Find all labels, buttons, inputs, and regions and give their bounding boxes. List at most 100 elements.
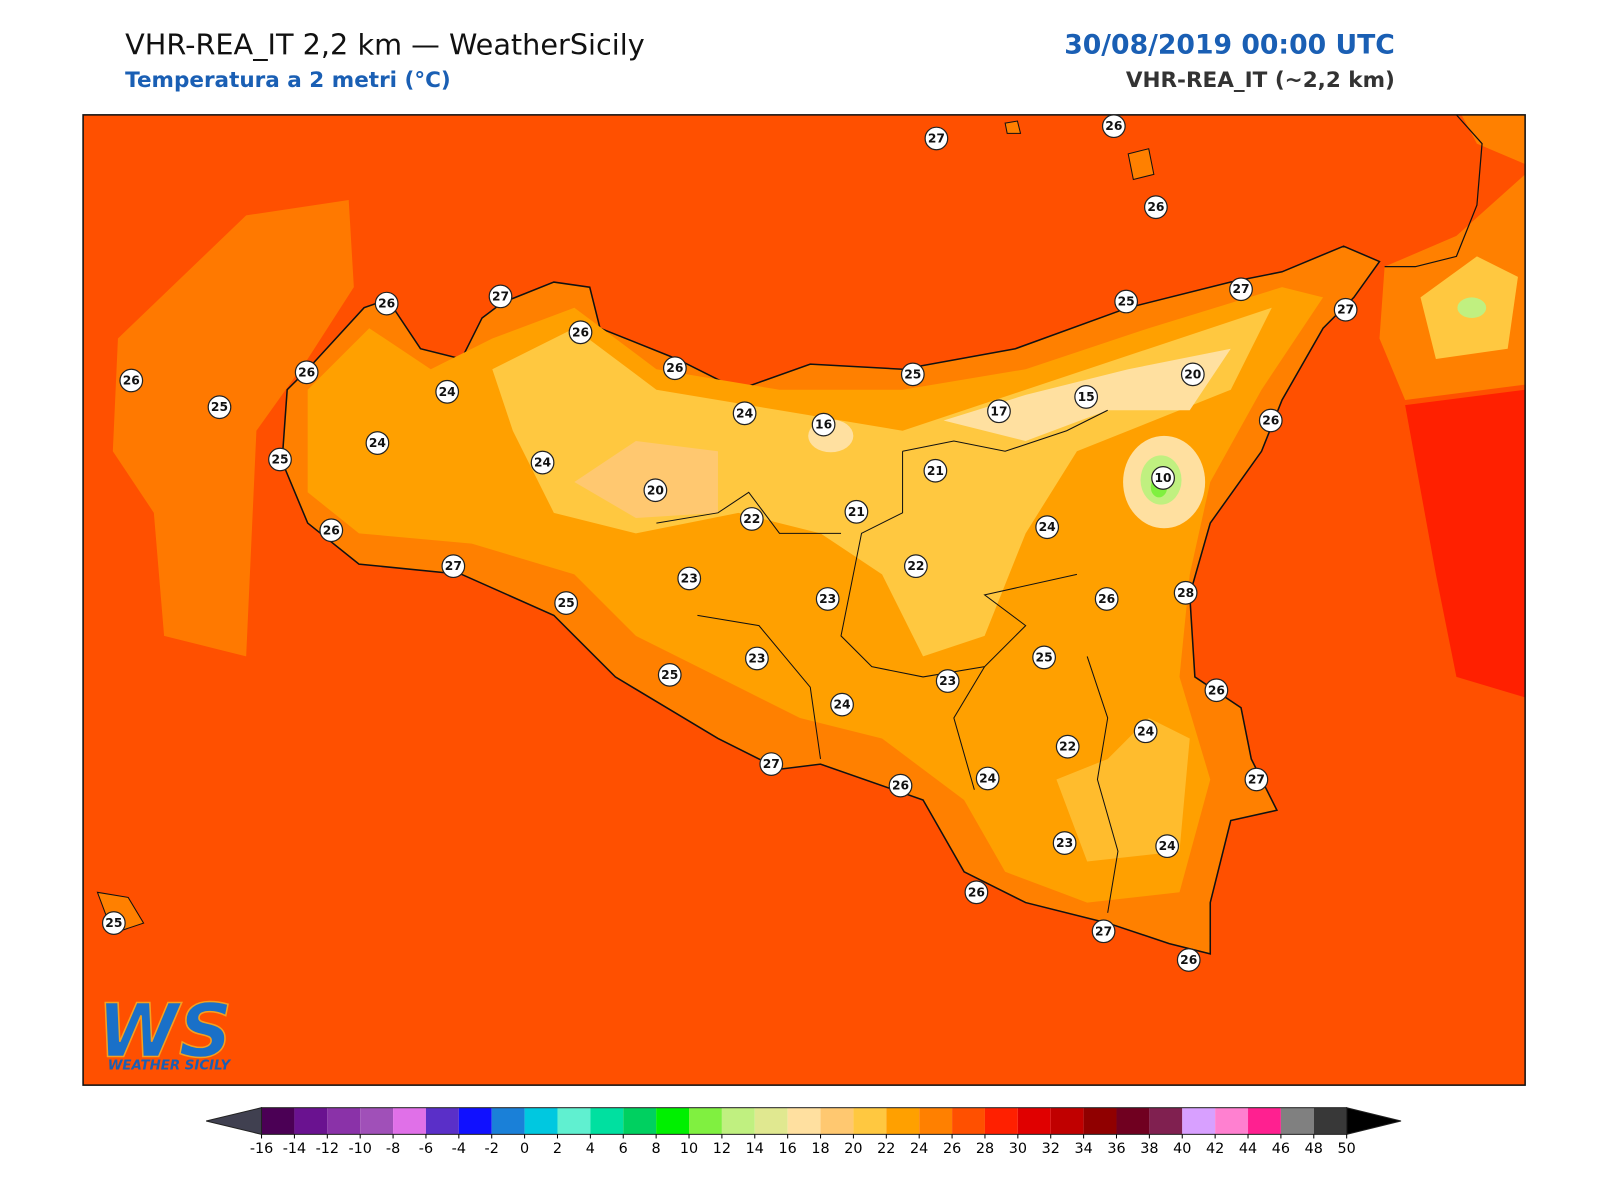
station-value: 26 [892, 779, 909, 793]
station: 25 [554, 591, 579, 615]
station: 26 [1101, 114, 1126, 139]
station-value: 27 [1248, 772, 1265, 786]
station: 23 [935, 669, 960, 693]
station: 25 [900, 362, 925, 387]
station: 20 [1180, 362, 1205, 387]
station: 16 [811, 412, 836, 437]
colorbar-bin [425, 1107, 459, 1135]
station: 17 [987, 399, 1011, 424]
station-marker [488, 284, 513, 309]
station-value: 25 [105, 916, 122, 930]
station-marker [554, 591, 579, 615]
colorbar-bin [557, 1107, 591, 1135]
subtitle: Temperatura a 2 metri (°C) [125, 68, 451, 93]
station: 24 [365, 431, 390, 455]
station-value: 26 [968, 885, 985, 899]
colorbar-bin [1083, 1107, 1117, 1135]
station-marker [319, 518, 344, 543]
station-marker [815, 587, 840, 611]
station-marker [1032, 645, 1056, 670]
station-marker [530, 450, 555, 475]
station-marker [1155, 834, 1180, 859]
colorbar-tick-label: 20 [844, 1141, 862, 1157]
colorbar: -16 -14 -12 -10 -8 -6 -4 -2 0 2 4 6 8 10 12 14 16 18 20 22 2… [206, 1107, 1402, 1157]
station-marker [745, 646, 769, 671]
colorbar-bin [656, 1107, 690, 1135]
station-value: 24 [833, 698, 850, 712]
colorbar-bin [820, 1107, 854, 1135]
station-marker [1144, 195, 1168, 220]
station: 26 [319, 518, 344, 543]
station-marker [1173, 580, 1198, 605]
station: 24 [1155, 834, 1180, 859]
station: 25 [101, 911, 126, 935]
colorbar-tick-label: 2 [553, 1141, 562, 1157]
station-marker [268, 447, 292, 472]
colorbar-tick-label: 14 [746, 1141, 764, 1157]
colorbar-outline [261, 1107, 1348, 1135]
station-value: 21 [927, 464, 944, 478]
station-marker [1101, 114, 1126, 139]
station-value: 26 [666, 361, 683, 375]
station-value: 26 [323, 523, 340, 537]
station: 24 [1133, 719, 1158, 744]
station: 26 [1258, 408, 1283, 433]
colorbar-over [1346, 1107, 1402, 1136]
colorbar-tick-label: -4 [452, 1141, 466, 1157]
colorbar-bin [984, 1107, 1018, 1135]
station-marker [1114, 289, 1139, 314]
station-value: 22 [1059, 740, 1076, 754]
frame [82, 114, 1526, 1086]
station-value: 27 [445, 559, 462, 573]
station: 25 [207, 395, 232, 420]
station-marker [1229, 277, 1253, 302]
colorbar-bin [294, 1107, 328, 1135]
colorbar-bin [360, 1107, 394, 1135]
logo-caption: WEATHER SICILY [108, 1059, 232, 1074]
station-marker [207, 395, 232, 420]
station-value: 23 [939, 674, 956, 688]
station: 26 [888, 773, 913, 798]
station: 24 [830, 692, 854, 717]
station: 27 [1229, 277, 1253, 302]
station-value: 22 [907, 559, 924, 573]
station-value: 23 [681, 571, 698, 585]
colorbar-bin [491, 1107, 525, 1135]
station-marker [294, 360, 319, 385]
colorbar-bin [1017, 1107, 1051, 1135]
colorbar-bin [721, 1107, 755, 1135]
station-marker [811, 412, 836, 437]
station: 26 [294, 360, 319, 385]
station: 25 [1114, 289, 1139, 314]
station-value: 27 [1232, 282, 1249, 296]
colorbar-tick-label: 34 [1074, 1141, 1092, 1157]
station: 26 [119, 368, 144, 393]
colorbar-bin [1050, 1107, 1084, 1135]
station-value: 24 [1137, 724, 1154, 738]
station-marker [1133, 719, 1158, 744]
colorbar-tick-label: 18 [811, 1141, 829, 1157]
station-value: 26 [1180, 953, 1197, 967]
colorbar-tick-label: 46 [1272, 1141, 1290, 1157]
colorbar-bin [787, 1107, 821, 1135]
field-zone [1056, 717, 1190, 862]
station-value: 25 [661, 668, 678, 682]
colorbar-tick-label: -10 [348, 1141, 371, 1157]
station: 26 [964, 880, 989, 905]
field-zone [1461, 114, 1526, 165]
colorbar-tick-label: -14 [283, 1141, 306, 1157]
colorbar-tick-label: 4 [586, 1141, 595, 1157]
station: 25 [657, 662, 682, 687]
station-value: 23 [748, 651, 765, 665]
station: 26 [662, 356, 687, 381]
station-marker [101, 911, 126, 935]
station: 24 [1035, 515, 1060, 540]
stations: 27 26 26 26 27 26 26 25 25 27 27 20 26 26 25 24 24 25 24 24… [101, 114, 1358, 972]
model-label: VHR-REA_IT (~2,2 km) [1126, 68, 1395, 93]
station: 26 [1204, 678, 1229, 703]
station-marker [1180, 362, 1205, 387]
colorbar-bin [1182, 1107, 1216, 1135]
station-value: 24 [1159, 839, 1176, 853]
colorbar-bin [623, 1107, 657, 1135]
